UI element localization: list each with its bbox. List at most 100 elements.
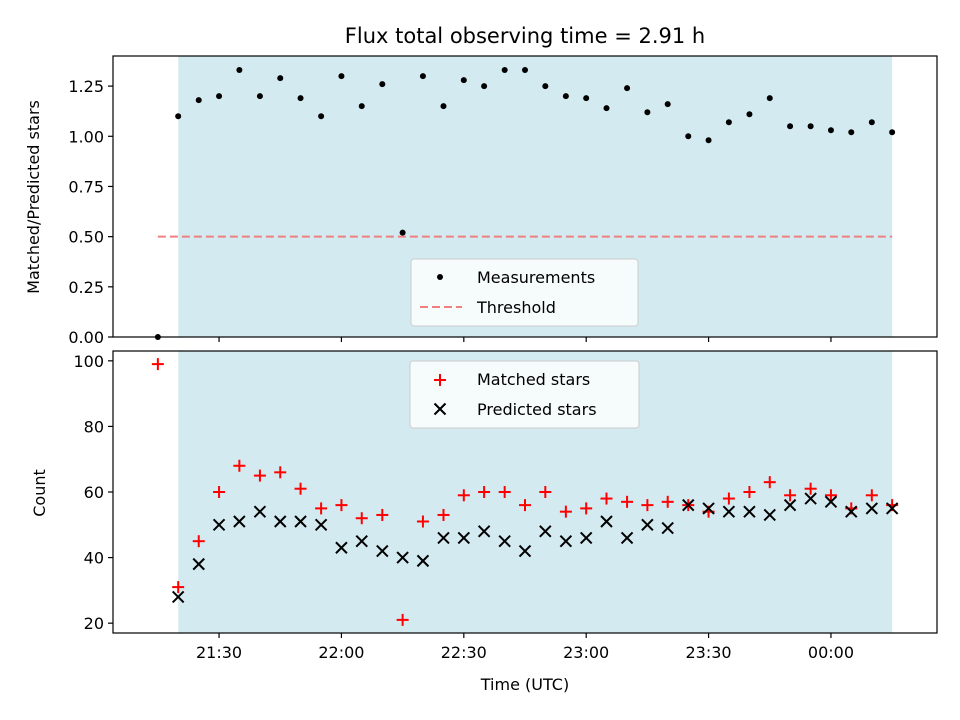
- predicted-star-point: [702, 502, 715, 515]
- predicted-star-point-b: [641, 518, 654, 531]
- matched-star-point: [559, 505, 572, 518]
- measurement-point: [460, 77, 467, 84]
- bottom-ytick-label: 100: [73, 352, 104, 371]
- predicted-star-point-b: [396, 551, 409, 564]
- top-ytick-label: 0.50: [68, 228, 104, 247]
- measurement-point: [216, 93, 223, 100]
- predicted-star-point-b: [457, 531, 471, 545]
- predicted-star-point-b: [416, 554, 430, 568]
- predicted-star-point: [743, 505, 756, 518]
- matched-star-point: [661, 495, 674, 508]
- matched-star-point: [233, 459, 246, 472]
- predicted-star-point: [498, 534, 511, 548]
- bottom-legend-box: [409, 360, 640, 429]
- top-y-axis-label: Matched/Predicted stars: [24, 100, 43, 294]
- legend-measurements-marker: [437, 274, 443, 280]
- legend-matched-marker: [434, 374, 446, 386]
- predicted-star-point-b: [722, 505, 736, 518]
- predicted-star-point-b: [559, 534, 573, 548]
- top-panel: 0.00 0.25 0.50 0.75 1.00 1.25 Measurements Thre…: [68, 55, 938, 347]
- predicted-star-point-b: [804, 492, 817, 505]
- measurement-point: [358, 103, 365, 110]
- measurement-point: [664, 101, 671, 108]
- bottom-ytick-label: 80: [84, 417, 104, 436]
- predicted-star-point: [416, 554, 430, 568]
- measurement-point: [644, 109, 651, 116]
- measurement-point: [297, 95, 304, 102]
- matched-star-point: [621, 495, 634, 508]
- matched-star-point: [274, 466, 287, 479]
- predicted-star-point-b: [579, 531, 593, 545]
- predicted-star-point-b: [539, 525, 552, 538]
- predicted-star-point-b: [498, 534, 511, 548]
- matched-star-point: [437, 508, 450, 521]
- measurement-point: [603, 105, 610, 112]
- bottom-legend: Matched stars Predicted stars: [409, 360, 640, 429]
- measurement-point: [195, 97, 202, 104]
- matched-star-point: [743, 486, 756, 498]
- predicted-star-point-b: [743, 505, 756, 518]
- predicted-star-point: [824, 495, 838, 509]
- predicted-star-point: [559, 534, 573, 548]
- measurement-point: [848, 129, 855, 136]
- measurement-point: [542, 83, 549, 90]
- top-axes-frame: [112, 55, 938, 338]
- matched-star-point: [498, 486, 511, 498]
- measurement-point: [256, 93, 263, 100]
- legend-threshold-label: Threshold: [476, 298, 556, 317]
- matched-star-point: [416, 515, 429, 528]
- predicted-star-point-b: [355, 534, 368, 548]
- matched-star-point: [763, 476, 776, 489]
- bottom-ytick-label: 40: [84, 549, 104, 568]
- measurement-point: [440, 103, 447, 110]
- predicted-star-point: [763, 508, 776, 522]
- matched-star-point: [192, 535, 205, 548]
- predicted-star-point-b: [661, 521, 674, 535]
- matched-star-point: [294, 482, 307, 495]
- predicted-star-point: [171, 590, 185, 604]
- matched-star-point: [600, 492, 613, 505]
- predicted-star-point-b: [885, 502, 899, 515]
- matched-star-point: [478, 486, 491, 498]
- chart-title: Flux total observing time = 2.91 h: [345, 24, 705, 48]
- matched-star-point: [315, 502, 328, 515]
- predicted-star-point: [722, 505, 736, 518]
- predicted-star-point-b: [600, 515, 613, 528]
- measurement-point: [562, 93, 569, 100]
- predicted-star-point: [212, 518, 226, 531]
- predicted-star-point: [661, 521, 674, 535]
- matched-star-point: [539, 486, 552, 498]
- xtick-label: 21:30: [196, 643, 242, 662]
- predicted-star-point-b: [620, 531, 634, 545]
- predicted-star-point-b: [763, 508, 776, 522]
- predicted-star-point-b: [192, 557, 205, 571]
- predicted-star-point: [274, 515, 287, 528]
- measurement-point: [685, 133, 692, 140]
- measurement-point: [501, 67, 508, 74]
- predicted-star-point-b: [376, 544, 389, 558]
- predicted-star-point-b: [865, 502, 879, 515]
- measurement-point: [868, 119, 875, 126]
- matched-star-point: [151, 358, 164, 371]
- measurement-point: [766, 95, 773, 102]
- top-ytick-label: 0.75: [68, 177, 104, 196]
- legend-predicted-label: Predicted stars: [477, 400, 597, 419]
- legend-measurements-label: Measurements: [477, 268, 595, 287]
- predicted-star-point: [518, 544, 532, 558]
- matched-star-point: [641, 499, 654, 512]
- predicted-star-point-b: [783, 498, 797, 512]
- predicted-star-point-b: [274, 515, 287, 528]
- matched-star-point: [865, 489, 878, 502]
- matched-star-point: [824, 489, 837, 502]
- measurement-point: [318, 113, 325, 120]
- measurement-point: [522, 67, 528, 74]
- measurement-point: [583, 95, 590, 102]
- predicted-star-point-b: [702, 502, 715, 515]
- predicted-star-point: [783, 498, 797, 512]
- predicted-star-point-b: [477, 525, 491, 538]
- measurement-point: [481, 83, 488, 90]
- measurement-point: [379, 81, 386, 88]
- top-ytick-label: 1.00: [68, 127, 104, 146]
- xtick-label: 22:30: [441, 643, 487, 662]
